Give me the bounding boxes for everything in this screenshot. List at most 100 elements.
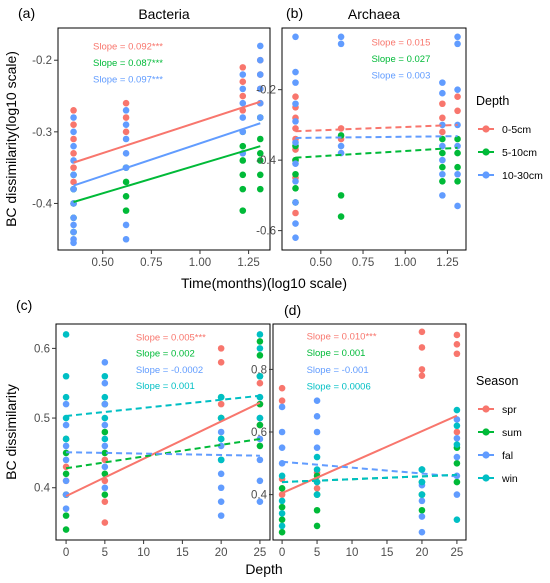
data-point bbox=[256, 352, 264, 359]
data-point bbox=[418, 344, 426, 351]
data-point bbox=[239, 78, 247, 86]
y-tick-label: -0.4 bbox=[256, 155, 276, 167]
data-point bbox=[313, 397, 321, 404]
fit-line-10-30cm bbox=[295, 135, 458, 139]
data-point bbox=[122, 114, 130, 121]
data-point bbox=[70, 107, 77, 114]
x-tick-label: 15 bbox=[176, 547, 189, 559]
data-point bbox=[122, 121, 130, 128]
data-point bbox=[439, 142, 446, 150]
data-point bbox=[239, 99, 247, 107]
data-point bbox=[453, 341, 461, 348]
plot-area bbox=[272, 323, 467, 541]
data-point bbox=[439, 128, 446, 136]
slope-annotation: Slope = 0.087*** bbox=[93, 58, 163, 69]
data-point bbox=[217, 470, 225, 478]
legend: Season spr sum fal win bbox=[476, 374, 522, 485]
fit-line-0-5cm bbox=[295, 123, 458, 133]
data-point bbox=[454, 177, 461, 185]
data-point bbox=[454, 33, 461, 41]
legend-label: fal bbox=[502, 450, 513, 462]
data-point bbox=[101, 463, 109, 471]
data-point bbox=[62, 477, 70, 485]
x-tick-label: 0.50 bbox=[310, 257, 332, 269]
data-point bbox=[217, 393, 225, 401]
data-point bbox=[278, 497, 286, 505]
y-tick-label: 0.6 bbox=[34, 343, 50, 355]
data-point bbox=[101, 484, 109, 492]
data-point bbox=[70, 128, 77, 136]
data-point bbox=[256, 372, 264, 380]
x-tick-label: 1.00 bbox=[189, 257, 211, 269]
data-point bbox=[292, 100, 299, 108]
data-point bbox=[454, 202, 461, 210]
data-point bbox=[62, 442, 70, 450]
data-point bbox=[256, 85, 264, 93]
legend-item: 0-5cm bbox=[478, 124, 531, 136]
y-tick-label: -0.3 bbox=[32, 127, 52, 139]
fit-line-spr bbox=[65, 401, 261, 498]
data-point bbox=[256, 477, 264, 485]
data-point bbox=[453, 441, 461, 448]
x-tick-label: 0.75 bbox=[140, 257, 162, 269]
x-tick-label: 5 bbox=[314, 547, 320, 559]
data-point bbox=[454, 121, 461, 129]
data-point bbox=[278, 485, 286, 492]
data-point bbox=[292, 170, 299, 178]
data-point bbox=[239, 185, 247, 193]
data-point bbox=[454, 149, 461, 157]
legend-label: 0-5cm bbox=[502, 124, 531, 136]
data-point bbox=[217, 435, 225, 443]
data-point bbox=[418, 328, 426, 336]
data-point bbox=[278, 522, 286, 530]
slope-annotation: Slope = 0.003 bbox=[371, 70, 430, 81]
data-point bbox=[101, 400, 109, 408]
data-point bbox=[122, 207, 130, 214]
data-point bbox=[313, 485, 321, 492]
x-tick-label: 1.25 bbox=[237, 257, 259, 269]
data-point bbox=[418, 506, 426, 514]
data-point bbox=[217, 428, 225, 436]
data-point bbox=[292, 33, 299, 41]
data-point bbox=[313, 413, 321, 420]
slope-annotation: Slope = -0.001 bbox=[307, 365, 369, 376]
legend-item: fal bbox=[478, 450, 513, 462]
fit-line-fal bbox=[66, 451, 260, 457]
data-point bbox=[239, 157, 247, 164]
legend-title: Depth bbox=[476, 94, 509, 108]
fit-line-win bbox=[282, 473, 457, 484]
slope-annotation: Slope = 0.092*** bbox=[93, 41, 163, 52]
legend-label: win bbox=[501, 473, 518, 485]
y-axis-label: BC dissimilarity(log10 scale) bbox=[3, 51, 19, 227]
series-10-30cm bbox=[70, 42, 264, 247]
x-tick-label: 10 bbox=[346, 547, 359, 559]
data-point bbox=[217, 345, 225, 352]
data-point bbox=[256, 157, 264, 164]
data-point bbox=[454, 93, 461, 101]
y-tick-label: 0.4 bbox=[251, 490, 268, 502]
data-point bbox=[439, 89, 446, 97]
data-point bbox=[278, 403, 286, 411]
data-point bbox=[217, 359, 225, 366]
data-point bbox=[122, 107, 130, 114]
data-point bbox=[62, 470, 70, 478]
data-point bbox=[122, 150, 130, 157]
data-point bbox=[418, 491, 426, 498]
panel-tag: (a) bbox=[18, 5, 35, 21]
data-point bbox=[101, 519, 109, 526]
data-point bbox=[70, 135, 77, 143]
panel-tag: (b) bbox=[286, 5, 303, 21]
data-point bbox=[122, 128, 130, 136]
data-point bbox=[256, 421, 264, 429]
x-tick-label: 1.00 bbox=[394, 257, 416, 269]
data-point bbox=[418, 497, 426, 505]
data-point bbox=[278, 428, 286, 436]
data-point bbox=[256, 414, 264, 422]
y-tick-label: 0.5 bbox=[34, 413, 50, 425]
data-point bbox=[454, 163, 461, 171]
slope-annotation: Slope = 0.027 bbox=[371, 54, 430, 65]
panel-tag: (d) bbox=[284, 302, 301, 318]
data-point bbox=[337, 125, 345, 132]
plot-area bbox=[57, 27, 271, 251]
data-point bbox=[62, 400, 70, 408]
